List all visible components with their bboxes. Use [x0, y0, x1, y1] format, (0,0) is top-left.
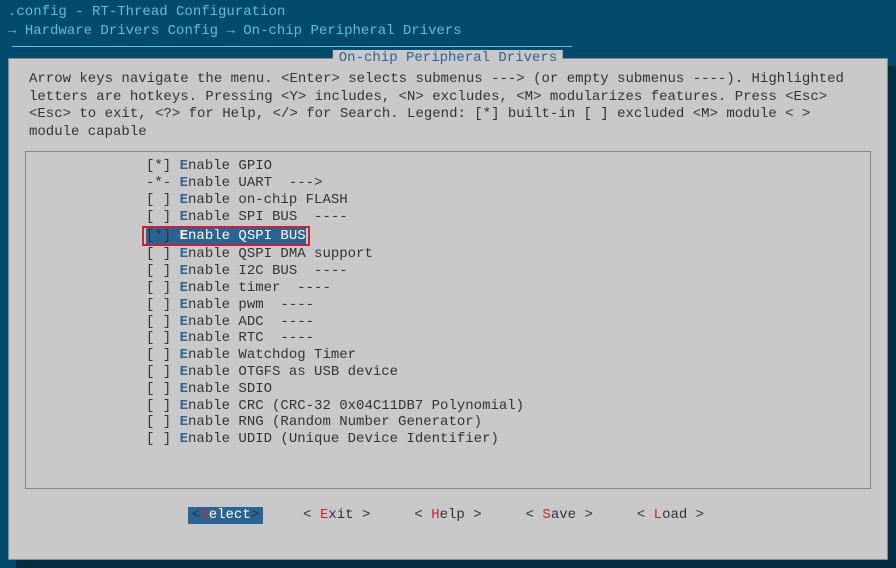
menu-item[interactable]: [ ] Enable QSPI DMA support	[26, 246, 870, 263]
menu-item[interactable]: [ ] Enable CRC (CRC-32 0x04C11DB7 Polyno…	[26, 398, 870, 415]
menu-item[interactable]: [ ] Enable RNG (Random Number Generator)	[26, 414, 870, 431]
breadcrumb-sep: →	[218, 23, 243, 39]
oad-button[interactable]: < Load >	[633, 507, 708, 524]
ave-button[interactable]: < Save >	[522, 507, 597, 524]
breadcrumb-part1: Hardware Drivers Config	[25, 23, 218, 39]
menu-item[interactable]: [ ] Enable timer ----	[26, 280, 870, 297]
menu-list[interactable]: [*] Enable GPIO-*- Enable UART --->[ ] E…	[25, 151, 871, 489]
menu-item[interactable]: [ ] Enable pwm ----	[26, 297, 870, 314]
menu-item[interactable]: [ ] Enable I2C BUS ----	[26, 263, 870, 280]
xit-button[interactable]: < Exit >	[299, 507, 374, 524]
breadcrumb-line-icon	[12, 46, 572, 47]
breadcrumb-arrow-icon: →	[8, 23, 25, 39]
window-titlebar: .config - RT-Thread Configuration	[0, 0, 896, 23]
dialog-title: On-chip Peripheral Drivers	[333, 50, 563, 67]
menu-item[interactable]: [ ] Enable UDID (Unique Device Identifie…	[26, 431, 870, 448]
elect-button[interactable]: <Select>	[188, 507, 263, 524]
menu-item[interactable]: [ ] Enable ADC ----	[26, 314, 870, 331]
menu-item[interactable]: [ ] Enable RTC ----	[26, 330, 870, 347]
menu-item[interactable]: [*] Enable GPIO	[26, 158, 870, 175]
menu-item[interactable]: [ ] Enable OTGFS as USB device	[26, 364, 870, 381]
menu-item[interactable]: [ ] Enable Watchdog Timer	[26, 347, 870, 364]
menu-item[interactable]: [*] Enable QSPI BUS	[26, 226, 870, 247]
menu-item[interactable]: [ ] Enable SPI BUS ----	[26, 209, 870, 226]
breadcrumb-part2: On-chip Peripheral Drivers	[243, 23, 461, 39]
menu-item[interactable]: [ ] Enable SDIO	[26, 381, 870, 398]
menu-item[interactable]: -*- Enable UART --->	[26, 175, 870, 192]
menu-item[interactable]: [ ] Enable on-chip FLASH	[26, 192, 870, 209]
help-text: Arrow keys navigate the menu. <Enter> se…	[25, 67, 871, 151]
config-dialog: On-chip Peripheral Drivers Arrow keys na…	[8, 58, 888, 560]
elp-button[interactable]: < Help >	[410, 507, 485, 524]
button-bar: <Select> < Exit > < Help > < Save > < Load >	[25, 489, 871, 524]
